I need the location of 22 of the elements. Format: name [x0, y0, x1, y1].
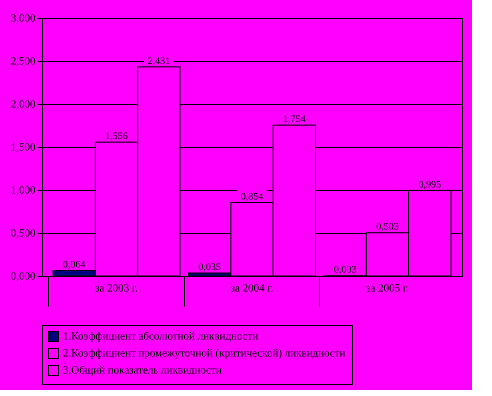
y-tick-label: 2,500 — [10, 56, 36, 68]
x-tick-label: за 2004 г. — [230, 282, 274, 294]
data-label: 0,854 — [240, 192, 264, 203]
y-tick-label: 2,000 — [10, 98, 36, 110]
data-label: 1,556 — [105, 131, 128, 142]
data-label: 0,064 — [62, 259, 86, 270]
data-label: 1,754 — [283, 114, 306, 126]
data-label: 2,431 — [148, 56, 170, 67]
y-tick-label: 1,500 — [10, 142, 36, 154]
x-tick-label: за 2005 г. — [366, 282, 410, 294]
legend-label: 2.Коэффициент промежуточной (критической) ликвидности — [63, 348, 346, 360]
y-tick-label: 0,000 — [10, 270, 36, 282]
y-tick-label: 1,000 — [10, 184, 36, 196]
y-tick-label: 3,000 — [10, 12, 36, 24]
data-label: 0,035 — [198, 262, 221, 273]
data-label: 0,995 — [418, 179, 442, 190]
legend-label: 3.Общий показатель ликвидности — [63, 364, 222, 376]
data-label: 0,503 — [376, 222, 399, 233]
legend-label: 1.Коэффициент абсолютной ликвидности — [63, 330, 258, 342]
data-label: 0,003 — [334, 264, 356, 276]
x-tick-label: за 2003 г. — [95, 282, 138, 294]
y-tick-label: 0,500 — [10, 228, 36, 240]
